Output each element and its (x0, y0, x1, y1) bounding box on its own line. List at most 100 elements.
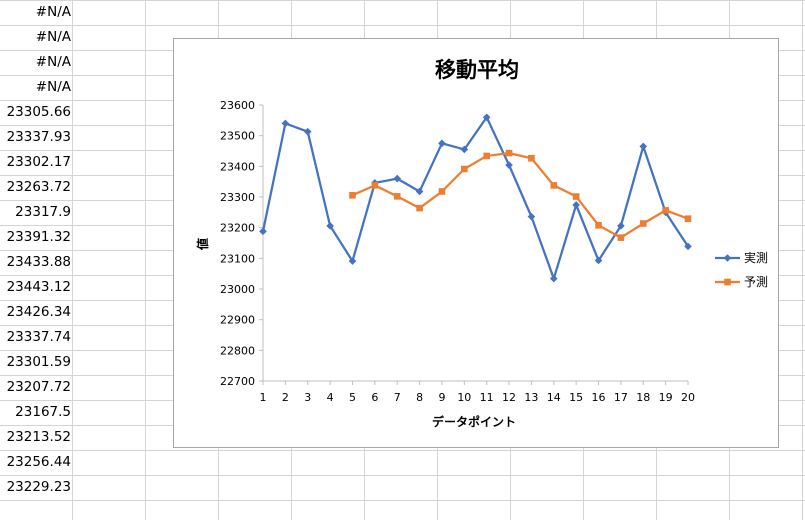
data-point (393, 193, 401, 200)
legend-label: 実測 (744, 250, 768, 265)
cell-a14[interactable]: 23337.74 (6, 329, 71, 345)
y-tick-label: 23500 (220, 130, 255, 143)
series-2 (349, 149, 692, 241)
data-point (349, 191, 356, 199)
x-tick-label: 9 (438, 391, 445, 404)
x-tick-label: 19 (659, 391, 673, 404)
data-point (416, 204, 423, 212)
x-tick-label: 12 (502, 391, 516, 404)
data-point (684, 242, 692, 251)
data-point (461, 165, 468, 173)
x-tick-label: 8 (416, 391, 423, 404)
cell-a13[interactable]: 23426.34 (6, 304, 71, 320)
line-chart: 移動平均 22700 22800 22900 23000 23100 23200 23300… (195, 58, 768, 429)
data-point (528, 154, 535, 162)
data-point (505, 149, 513, 157)
data-point (460, 145, 469, 154)
legend-marker (723, 254, 732, 262)
x-tick-label: 20 (681, 391, 695, 404)
x-tick-label: 18 (636, 391, 650, 404)
legend-label: 予測 (744, 275, 768, 289)
y-tick-label: 23600 (220, 99, 255, 112)
data-point (639, 220, 647, 227)
cell-a4[interactable]: #N/A (35, 79, 71, 95)
data-point (595, 221, 602, 229)
cell-a11[interactable]: 23433.88 (6, 254, 71, 270)
data-point (371, 182, 379, 189)
y-tick-label: 23400 (220, 160, 255, 173)
legend-marker (724, 278, 731, 286)
x-tick-label: 7 (394, 391, 401, 404)
data-point (527, 212, 536, 221)
y-tick-label: 22700 (220, 375, 255, 388)
data-point (684, 215, 692, 223)
x-axis: 1 2 3 4 5 6 7 8 9 10 11 12 13 14 15 16 17 18 19 20 (260, 380, 695, 404)
data-point (438, 139, 446, 148)
data-point (572, 193, 580, 200)
chart-area[interactable]: 移動平均 22700 22800 22900 23000 23100 23200 23300… (173, 38, 779, 448)
x-tick-label: 1 (260, 391, 267, 404)
cell-a17[interactable]: 23167.5 (15, 404, 71, 420)
x-tick-label: 13 (524, 391, 538, 404)
x-axis-title: データポイント (432, 414, 516, 429)
x-tick-label: 6 (371, 391, 378, 404)
cell-a15[interactable]: 23301.59 (6, 354, 71, 370)
cell-a16[interactable]: 23207.72 (6, 379, 71, 395)
chart-title: 移動平均 (435, 58, 519, 82)
x-tick-label: 15 (569, 391, 583, 404)
series-line (352, 151, 689, 239)
cell-a3[interactable]: #N/A (35, 54, 71, 70)
cell-a19[interactable]: 23256.44 (6, 454, 71, 470)
data-point (482, 113, 491, 122)
cell-a6[interactable]: 23337.93 (6, 129, 71, 145)
data-point (639, 142, 648, 151)
data-point (438, 188, 446, 195)
cell-a12[interactable]: 23443.12 (6, 279, 71, 295)
cell-a18[interactable]: 23213.52 (6, 429, 71, 445)
data-point (281, 119, 290, 128)
data-point (505, 161, 513, 169)
cell-a9[interactable]: 23317.9 (15, 204, 71, 220)
y-tick-label: 22900 (220, 314, 255, 327)
y-axis-title: 値 (195, 238, 210, 251)
series-line (261, 116, 689, 280)
cell-a10[interactable]: 23391.32 (6, 229, 71, 245)
data-point (549, 274, 558, 283)
x-tick-label: 11 (480, 391, 494, 404)
cell-a5[interactable]: 23305.66 (6, 104, 71, 120)
cell-a20[interactable]: 23229.23 (6, 479, 71, 495)
data-point (617, 222, 625, 230)
y-tick-label: 23200 (220, 222, 255, 235)
data-point (483, 152, 490, 160)
x-tick-label: 4 (327, 391, 334, 404)
data-point (415, 187, 424, 196)
cell-a1[interactable]: #N/A (35, 4, 71, 20)
data-point (662, 207, 669, 214)
data-point (303, 127, 312, 136)
cell-a8[interactable]: 23263.72 (6, 179, 71, 195)
cell-a7[interactable]: 23302.17 (6, 154, 71, 170)
y-tick-label: 23300 (220, 191, 255, 204)
data-point (348, 257, 357, 265)
data-point (550, 182, 558, 189)
series-layer (259, 113, 692, 283)
data-point (572, 201, 580, 209)
y-axis: 22700 22800 22900 23000 23100 23200 23300 23400… (220, 99, 264, 388)
data-point (326, 222, 334, 230)
x-tick-label: 5 (349, 391, 356, 404)
x-tick-label: 2 (282, 391, 289, 404)
y-tick-label: 22800 (220, 344, 255, 357)
y-tick-label: 23100 (220, 252, 255, 265)
series-1 (259, 113, 692, 283)
x-tick-label: 3 (304, 391, 311, 404)
x-tick-label: 16 (592, 391, 606, 404)
x-tick-label: 17 (614, 391, 628, 404)
cell-a2[interactable]: #N/A (35, 29, 71, 45)
legend-item: 実測 (715, 250, 768, 265)
data-point (617, 234, 625, 241)
x-tick-label: 14 (547, 391, 561, 404)
y-tick-label: 23000 (220, 283, 255, 296)
data-point (259, 227, 267, 236)
x-tick-label: 10 (457, 391, 471, 404)
